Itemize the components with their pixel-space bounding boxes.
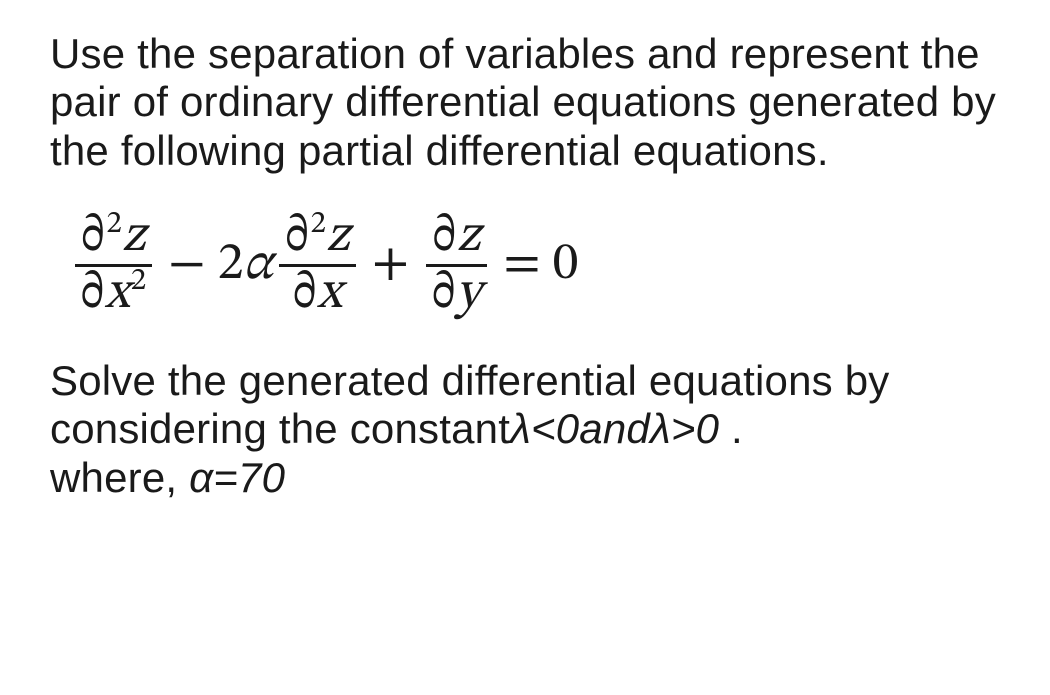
equation-block: ∂2z ∂x2 − 2α ∂2z ∂x + ∂z ∂y = 0: [70, 210, 1010, 322]
where-prefix: where,: [50, 454, 189, 501]
intro-paragraph: Use the separation of variables and repr…: [50, 30, 1010, 175]
cond-period: .: [719, 405, 743, 452]
coef-2alpha: 2α: [218, 233, 273, 298]
minus-op: −: [168, 233, 205, 298]
alpha-value: α=70: [189, 454, 285, 501]
pde-equation: ∂2z ∂x2 − 2α ∂2z ∂x + ∂z ∂y = 0: [70, 210, 1010, 322]
equals-op: =: [503, 233, 540, 298]
fraction-d2z-dx2: ∂2z ∂x2: [74, 210, 152, 322]
frac-den: ∂y: [425, 267, 487, 322]
cond-lambda-neg: λ<0: [510, 405, 579, 452]
solve-paragraph: Solve the generated differential equatio…: [50, 357, 1010, 502]
document-page: Use the separation of variables and repr…: [0, 0, 1050, 532]
cond-and: and: [579, 405, 650, 452]
frac-num: ∂2z: [75, 210, 152, 268]
frac-den: ∂x2: [74, 267, 152, 322]
rhs-zero: 0: [553, 233, 579, 298]
frac-den: ∂x: [286, 267, 348, 322]
cond-lambda-pos: λ>0: [650, 405, 719, 452]
solve-prefix: Solve the generated differential equatio…: [50, 357, 889, 452]
plus-op: +: [372, 233, 409, 298]
fraction-dz-dy: ∂z ∂y: [425, 210, 487, 322]
intro-text: Use the separation of variables and repr…: [50, 30, 996, 174]
fraction-d2z-dx: ∂2z ∂x: [279, 210, 356, 322]
frac-num: ∂z: [426, 210, 487, 268]
frac-num: ∂2z: [279, 210, 356, 268]
